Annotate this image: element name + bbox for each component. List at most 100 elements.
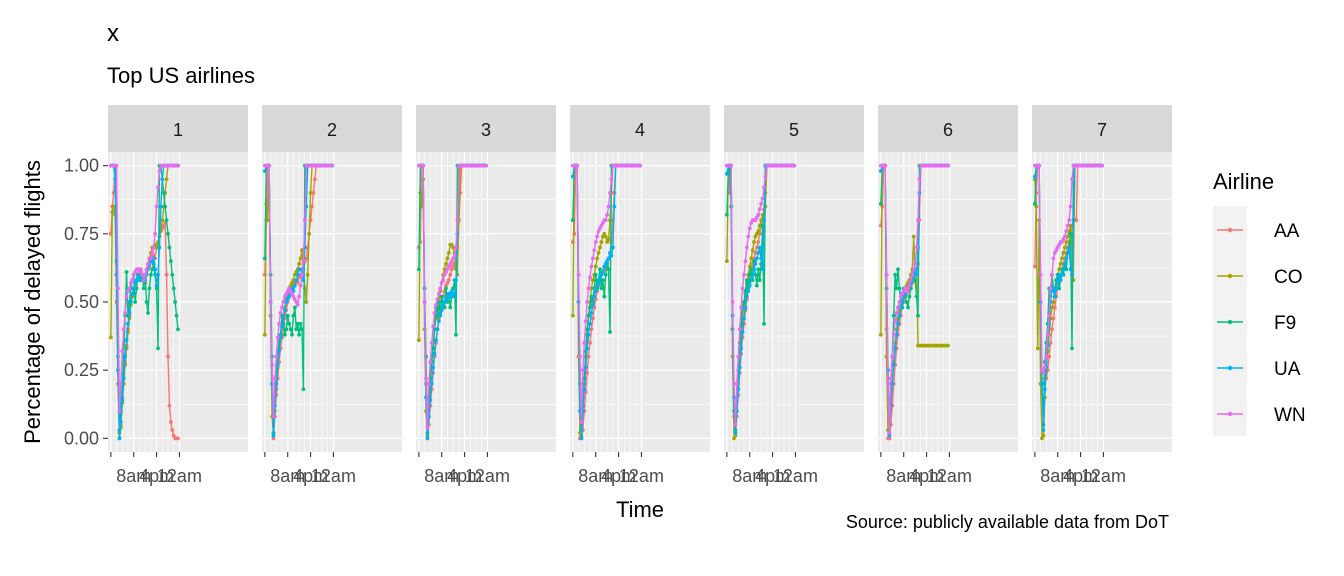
data-point-WN bbox=[757, 207, 762, 212]
data-point-F9 bbox=[298, 321, 303, 326]
data-point-UA bbox=[896, 321, 900, 326]
data-point-WN bbox=[127, 286, 132, 291]
y-axis-label: Percentage of delayed flights bbox=[20, 160, 45, 444]
data-point-CO bbox=[1041, 433, 1046, 438]
y-tick-label: 0.00 bbox=[64, 428, 99, 448]
data-point-WN bbox=[438, 286, 443, 291]
data-point-AA bbox=[590, 316, 595, 321]
data-point-AA bbox=[752, 256, 756, 261]
data-point-WN bbox=[1042, 365, 1047, 370]
data-point-WN bbox=[297, 294, 302, 299]
data-point-CO bbox=[154, 245, 159, 250]
data-point-F9 bbox=[1032, 201, 1037, 206]
data-point-F9 bbox=[742, 300, 746, 304]
data-point-UA bbox=[1067, 245, 1072, 250]
data-point-WN bbox=[638, 163, 642, 168]
chart-subtitle: Top US airlines bbox=[107, 63, 255, 88]
data-point-AA bbox=[1051, 316, 1056, 321]
data-point-F9 bbox=[588, 305, 592, 310]
data-point-CO bbox=[724, 259, 729, 263]
data-point-F9 bbox=[295, 321, 300, 326]
data-point-UA bbox=[612, 204, 617, 209]
data-point-UA bbox=[1054, 286, 1059, 291]
data-point-CO bbox=[756, 229, 761, 233]
facet-strip-label: 3 bbox=[481, 120, 491, 140]
x-tick-label: 4pm bbox=[139, 466, 174, 486]
facet-strip-label: 2 bbox=[327, 120, 337, 140]
data-point-F9 bbox=[144, 300, 149, 304]
data-point-CO bbox=[444, 261, 448, 266]
data-point-CO bbox=[599, 240, 604, 244]
data-point-UA bbox=[724, 171, 729, 176]
x-tick-label: 12am bbox=[465, 466, 510, 486]
data-point-WN bbox=[585, 300, 590, 304]
data-point-WN bbox=[759, 201, 764, 206]
data-point-WN bbox=[146, 261, 150, 266]
data-point-UA bbox=[160, 177, 165, 182]
y-axis: 0.00 0.25 0.50 0.75 1.00 bbox=[64, 156, 108, 448]
data-point-UA bbox=[438, 313, 443, 318]
data-point-UA bbox=[425, 436, 430, 441]
data-point-UA bbox=[281, 316, 286, 321]
data-point-F9 bbox=[744, 278, 749, 283]
data-point-CO bbox=[164, 177, 169, 182]
y-tick-label: 0.75 bbox=[64, 224, 99, 244]
data-point-F9 bbox=[589, 294, 594, 299]
data-point-CO bbox=[262, 332, 267, 337]
data-point-WN bbox=[1070, 177, 1074, 182]
data-point-F9 bbox=[916, 313, 920, 318]
data-point-UA bbox=[1068, 267, 1073, 272]
data-point-UA bbox=[585, 346, 590, 351]
facet-strip-label: 6 bbox=[943, 120, 953, 140]
data-point-UA bbox=[130, 291, 135, 296]
data-point-WN bbox=[425, 425, 430, 430]
data-point-F9 bbox=[896, 267, 900, 272]
data-point-WN bbox=[1037, 163, 1042, 168]
data-point-WN bbox=[295, 302, 300, 307]
data-point-AA bbox=[1047, 354, 1052, 359]
facet-strip-label: 1 bbox=[173, 120, 183, 140]
data-point-WN bbox=[277, 321, 282, 326]
data-point-F9 bbox=[1068, 231, 1073, 236]
data-point-WN bbox=[908, 278, 913, 283]
data-point-CO bbox=[752, 240, 756, 244]
data-point-F9 bbox=[174, 313, 179, 318]
data-point-AA bbox=[1032, 264, 1037, 269]
data-point-CO bbox=[733, 433, 738, 438]
data-point-F9 bbox=[444, 286, 448, 291]
data-point-WN bbox=[582, 341, 587, 345]
data-point-UA bbox=[589, 311, 594, 315]
data-point-CO bbox=[291, 278, 296, 283]
data-point-CO bbox=[298, 256, 303, 261]
data-point-WN bbox=[608, 191, 612, 195]
data-point-UA bbox=[151, 256, 156, 261]
x-tick-label: 8am bbox=[578, 466, 613, 486]
data-point-UA bbox=[898, 305, 903, 310]
data-point-WN bbox=[421, 163, 426, 168]
data-point-CO bbox=[590, 278, 595, 283]
data-point-WN bbox=[756, 212, 761, 217]
data-point-CO bbox=[308, 191, 313, 195]
data-point-UA bbox=[1061, 267, 1066, 272]
data-point-UA bbox=[750, 272, 755, 277]
data-point-WN bbox=[894, 311, 899, 315]
legend-key-point-F9 bbox=[1227, 319, 1233, 325]
y-tick-label: 0.25 bbox=[64, 360, 99, 380]
data-point-WN bbox=[422, 300, 427, 304]
facet-strip-label: 5 bbox=[789, 120, 799, 140]
data-point-F9 bbox=[878, 201, 883, 206]
data-point-F9 bbox=[585, 327, 590, 332]
legend-label-AA: AA bbox=[1274, 221, 1300, 242]
data-point-CO bbox=[1035, 346, 1040, 351]
data-point-F9 bbox=[290, 332, 294, 337]
data-point-UA bbox=[1055, 278, 1060, 283]
data-point-WN bbox=[124, 294, 129, 299]
data-point-UA bbox=[746, 289, 751, 293]
data-point-UA bbox=[262, 169, 267, 173]
data-point-UA bbox=[452, 294, 457, 299]
data-point-WN bbox=[739, 305, 744, 310]
data-point-CO bbox=[595, 256, 600, 261]
data-point-WN bbox=[150, 251, 155, 255]
